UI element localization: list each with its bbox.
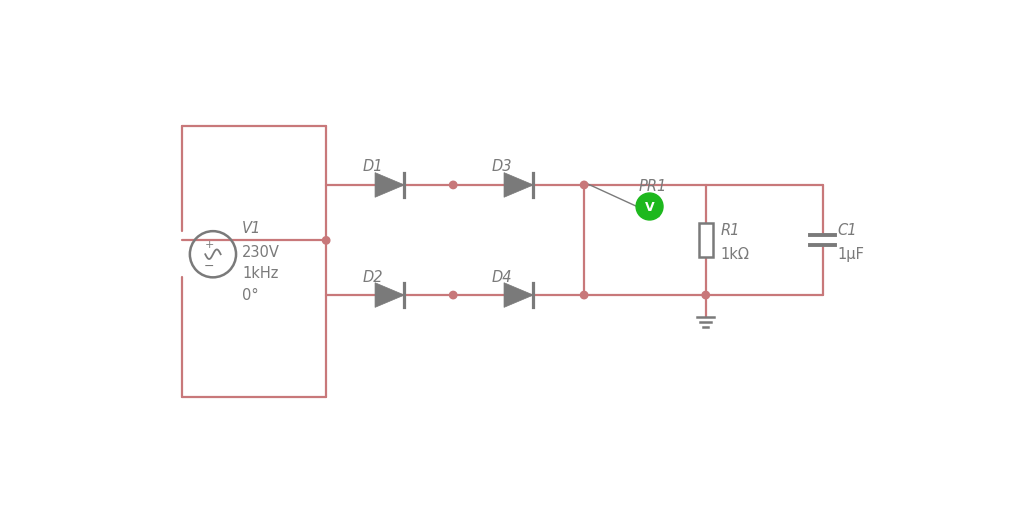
Circle shape xyxy=(450,292,457,299)
Text: 1μF: 1μF xyxy=(838,246,864,261)
Text: V1: V1 xyxy=(242,220,262,235)
Text: D3: D3 xyxy=(492,159,512,174)
Circle shape xyxy=(323,237,330,245)
Text: 1kΩ: 1kΩ xyxy=(721,246,749,261)
Circle shape xyxy=(580,292,587,299)
Circle shape xyxy=(636,193,663,220)
Text: −: − xyxy=(204,259,215,272)
Polygon shape xyxy=(375,283,404,308)
Circle shape xyxy=(702,292,710,299)
Text: D1: D1 xyxy=(362,159,383,174)
Text: PR1: PR1 xyxy=(638,179,667,194)
Text: R1: R1 xyxy=(721,223,740,238)
Text: 0°: 0° xyxy=(242,287,259,302)
Text: V: V xyxy=(644,201,655,214)
Polygon shape xyxy=(504,283,533,308)
Text: D2: D2 xyxy=(362,270,383,285)
Circle shape xyxy=(580,182,587,189)
Text: D4: D4 xyxy=(492,270,512,285)
Circle shape xyxy=(450,182,457,189)
Bar xyxy=(698,223,713,258)
Text: C1: C1 xyxy=(838,223,857,238)
Text: 230V: 230V xyxy=(242,244,280,259)
Text: +: + xyxy=(205,240,214,250)
Polygon shape xyxy=(375,173,404,198)
Text: 1kHz: 1kHz xyxy=(242,266,279,280)
Polygon shape xyxy=(504,173,533,198)
